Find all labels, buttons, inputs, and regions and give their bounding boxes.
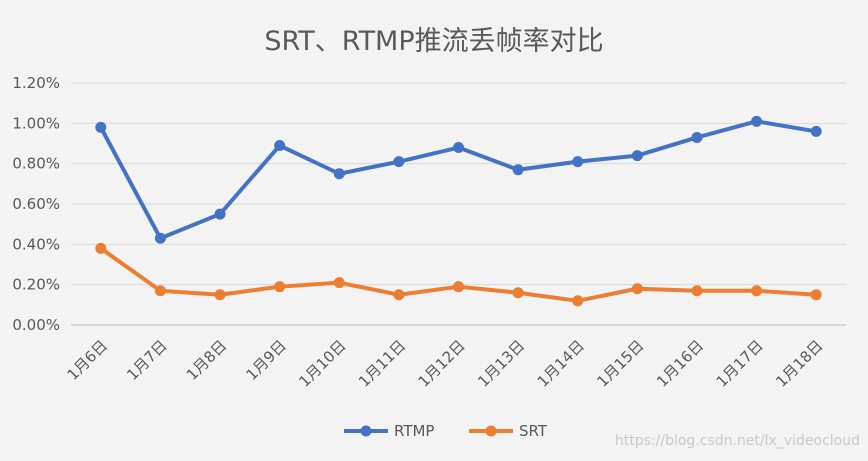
y-tick-label: 1.20% (12, 74, 60, 92)
x-tick-label: 1月14日 (534, 337, 588, 391)
data-point-rtmp (274, 140, 286, 152)
x-tick-label: 1月13日 (474, 337, 528, 391)
legend-label: SRT (519, 422, 548, 440)
data-point-rtmp (691, 131, 703, 143)
y-tick-label: 1.00% (12, 114, 60, 132)
y-tick-label: 0.00% (12, 316, 60, 334)
x-tick-label: 1月10日 (295, 337, 349, 391)
data-point-srt (214, 289, 226, 301)
data-point-srt (512, 287, 524, 299)
gridlines (71, 82, 846, 326)
x-tick-label: 1月7日 (123, 337, 170, 384)
data-point-srt (572, 295, 584, 307)
data-point-srt (631, 283, 643, 295)
y-tick-label: 0.60% (12, 195, 60, 213)
x-tick-label: 1月9日 (242, 337, 289, 384)
x-tick-label: 1月18日 (772, 337, 826, 391)
data-point-rtmp (453, 142, 464, 154)
data-point-rtmp (751, 115, 763, 127)
data-point-srt (154, 285, 166, 297)
chart-title: SRT、RTMP推流丢帧率对比 (264, 26, 603, 57)
data-point-rtmp (810, 125, 822, 137)
y-tick-label: 0.40% (12, 235, 60, 253)
data-point-srt (95, 242, 107, 254)
legend: RTMP SRT (344, 422, 548, 440)
data-point-rtmp (572, 156, 584, 168)
y-tick-label: 0.20% (12, 276, 60, 294)
legend-marker (485, 425, 497, 437)
x-axis-ticks: 1月6日 1月7日 1月8日 1月9日 1月10日 1月11日 1月12日 1月13日 1月14… (64, 337, 827, 391)
data-point-srt (393, 289, 405, 301)
series-line-srt (98, 246, 819, 303)
x-tick-label: 1月11日 (355, 337, 409, 391)
legend-label: RTMP (394, 422, 434, 440)
series-lines (95, 115, 822, 307)
x-tick-label: 1月15日 (593, 337, 647, 391)
data-point-srt (691, 285, 703, 297)
data-point-rtmp (333, 168, 345, 180)
x-tick-label: 1月6日 (64, 337, 111, 384)
legend-marker (360, 425, 372, 437)
data-point-rtmp (214, 208, 226, 220)
y-tick-label: 0.80% (12, 155, 60, 173)
x-tick-label: 1月16日 (653, 337, 707, 391)
data-point-srt (810, 289, 822, 301)
data-point-rtmp (154, 232, 166, 244)
data-point-srt (751, 285, 763, 297)
data-point-rtmp (95, 121, 107, 133)
data-point-srt (333, 277, 345, 289)
data-point-rtmp (512, 164, 524, 176)
x-tick-label: 1月8日 (183, 337, 230, 384)
y-axis-ticks: 0.00% 0.20% 0.40% 0.60% 0.80% 1.00% 1.20% (12, 74, 60, 334)
data-point-srt (274, 281, 286, 293)
data-point-rtmp (393, 156, 405, 168)
series-line-rtmp (98, 119, 819, 241)
x-tick-label: 1月12日 (415, 337, 469, 391)
x-tick-label: 1月17日 (713, 337, 767, 391)
data-point-rtmp (631, 150, 643, 162)
watermark: https://blog.csdn.net/lx_videocloud (615, 433, 860, 449)
data-point-srt (453, 281, 464, 293)
